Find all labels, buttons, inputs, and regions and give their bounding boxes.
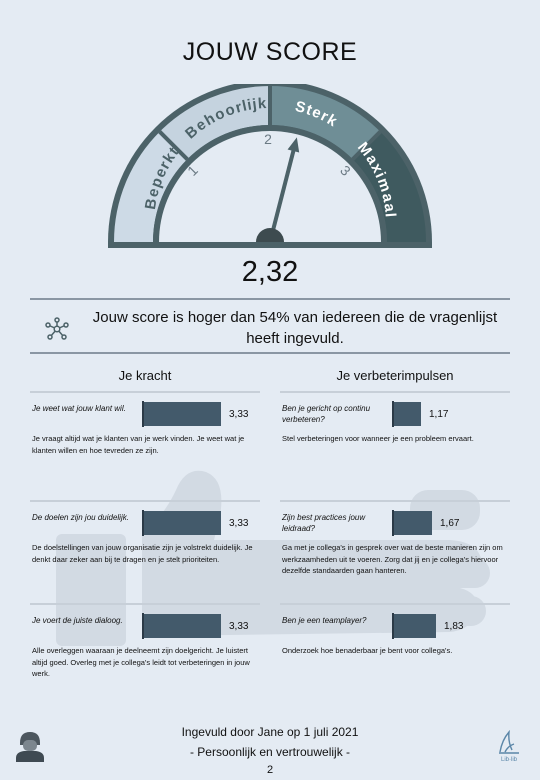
item-divider bbox=[30, 391, 260, 393]
item-description: Je vraagt altijd wat je klanten van je w… bbox=[32, 434, 245, 455]
item-score: 3,33 bbox=[229, 621, 249, 632]
item-description: Ga met je collega's in gesprek over wat … bbox=[282, 543, 503, 575]
item-score: 1,17 bbox=[429, 409, 449, 420]
gauge-segment-sterk bbox=[270, 86, 381, 160]
confidential-text: - Persoonlijk en vertrouwelijk - bbox=[189, 745, 351, 759]
item-divider bbox=[280, 603, 510, 605]
footer: Ingevuld door Jane op 1 juli 2021 - Pers… bbox=[0, 722, 540, 762]
item-score: 1,83 bbox=[444, 621, 464, 632]
score-gauge: Beperkt Behoorlijk Sterk Maximaal 1 2 3 bbox=[108, 84, 432, 248]
bar-axis bbox=[142, 613, 144, 639]
bar-axis bbox=[392, 613, 394, 639]
item-divider bbox=[280, 391, 510, 393]
item-divider bbox=[30, 603, 260, 605]
score-bar bbox=[394, 614, 436, 638]
item-question: Je weet wat jouw klant wil. bbox=[32, 404, 126, 413]
svg-text:Lib·lib: Lib·lib bbox=[501, 757, 518, 762]
filled-by-text: Ingevuld door Jane op 1 juli 2021 bbox=[181, 725, 359, 739]
item-divider bbox=[280, 500, 510, 502]
gauge-segment-maximaal bbox=[352, 131, 426, 242]
gauge-hub bbox=[256, 228, 284, 242]
brand-logo-icon: Lib·lib bbox=[499, 729, 519, 762]
item-question: Zijn best practices jouw leidraad? bbox=[282, 513, 366, 533]
item-description: Stel verbeteringen voor wanneer je een p… bbox=[282, 434, 474, 443]
item-question: De doelen zijn jou duidelijk. bbox=[32, 513, 129, 522]
network-icon bbox=[45, 317, 69, 340]
divider bbox=[30, 352, 510, 354]
item-question: Ben je een teamplayer? bbox=[282, 616, 367, 625]
gauge-segment-behoorlijk bbox=[159, 86, 270, 160]
improvements-heading: Je verbeterimpulsen bbox=[336, 368, 454, 383]
item-question: Je voert de juiste dialoog. bbox=[32, 616, 123, 625]
item-description: Onderzoek hoe benaderbaar je bent voor c… bbox=[282, 646, 453, 655]
strengths-heading: Je kracht bbox=[118, 368, 172, 383]
item-description: De doelstellingen van jouw organisatie z… bbox=[32, 543, 253, 564]
comparison-text: Jouw score is hoger dan 54% van iedereen… bbox=[92, 309, 498, 347]
bar-axis bbox=[142, 401, 144, 427]
item-score: 3,33 bbox=[229, 518, 249, 529]
score-bar bbox=[144, 614, 221, 638]
gauge-segment-beperkt bbox=[114, 131, 188, 242]
score-bar bbox=[144, 402, 221, 426]
item-description: Alle overleggen waaraan je deelneemt zij… bbox=[32, 646, 250, 678]
item-score: 3,33 bbox=[229, 409, 249, 420]
item-score: 1,67 bbox=[440, 518, 460, 529]
item-divider bbox=[30, 500, 260, 502]
page-title: JOUW SCORE bbox=[182, 38, 358, 66]
bar-axis bbox=[392, 510, 394, 536]
score-bar bbox=[394, 511, 432, 535]
score-bar bbox=[394, 402, 421, 426]
comparison-box: Jouw score is hoger dan 54% van iedereen… bbox=[30, 307, 510, 351]
item-question: Ben je gericht op continu verbeteren? bbox=[282, 404, 371, 424]
total-score: 2,32 bbox=[241, 256, 299, 288]
gauge-needle bbox=[268, 137, 300, 243]
bar-axis bbox=[142, 510, 144, 536]
score-bar bbox=[144, 511, 221, 535]
divider bbox=[30, 298, 510, 300]
gauge-tick-2: 2 bbox=[264, 131, 272, 147]
page-number: 2 bbox=[266, 764, 274, 776]
bar-axis bbox=[392, 401, 394, 427]
user-avatar-icon bbox=[16, 732, 44, 762]
